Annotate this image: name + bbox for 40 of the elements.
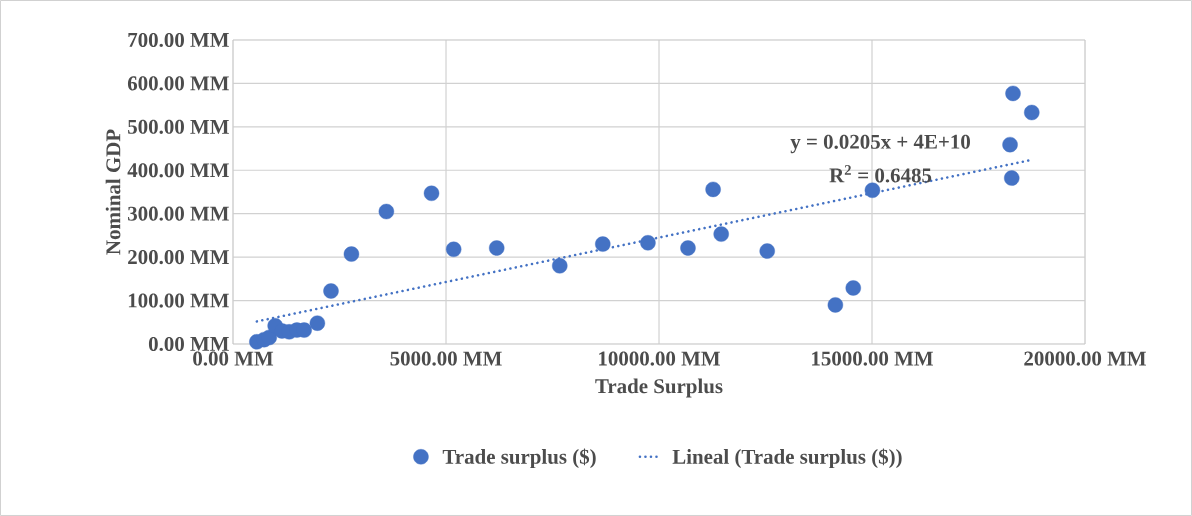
y-tick-label: 300.00 MM: [128, 206, 229, 221]
x-tick-label: 10000.00 MM: [599, 351, 720, 366]
point: [713, 226, 729, 242]
annotation: y = 0.0205x + 4E+10: [790, 134, 970, 154]
y-tick-label: 200.00 MM: [128, 250, 229, 265]
point: [845, 280, 861, 296]
y-tick-label: 600.00 MM: [127, 76, 229, 91]
point: [680, 240, 696, 256]
y-tick-label: 0.00 MM: [148, 336, 229, 352]
legend-label: Trade surplus ($): [442, 448, 596, 469]
x-tick-label: 15000.00 MM: [812, 351, 933, 366]
x-tick-label: 20000.00 MM: [1024, 351, 1146, 366]
point: [445, 241, 462, 258]
point: [1005, 85, 1021, 102]
point: [309, 315, 326, 331]
x-tick-label: 5000.00 MM: [390, 351, 502, 366]
x-axis-title: Trade Surplus: [595, 378, 723, 398]
y-tick-label: 700.00 MM: [128, 32, 229, 48]
point: [864, 182, 881, 198]
point: [552, 258, 568, 274]
point: [378, 203, 395, 220]
point: [595, 236, 611, 252]
point: [489, 240, 505, 256]
annotation: R$^{2}$ = 0.6485: [829, 165, 932, 183]
y-tick-label: 500.00 MM: [128, 119, 229, 134]
point: [827, 297, 844, 313]
point: [1004, 170, 1020, 186]
point: [759, 243, 775, 259]
point: [343, 246, 360, 262]
point: [705, 181, 721, 198]
point: [1002, 136, 1018, 153]
y-tick-label: 100.00 MM: [128, 293, 229, 308]
point: [1024, 104, 1040, 121]
y-axis-title: Nominal GDP: [105, 129, 121, 255]
x-tick-label: 0.00 MM: [193, 351, 274, 366]
y-tick-label: 400.00 MM: [127, 163, 229, 178]
point: [640, 235, 656, 251]
point: [323, 283, 339, 299]
legend-label: Lineal (Trade surplus ($)): [672, 448, 902, 469]
point: [423, 185, 440, 201]
